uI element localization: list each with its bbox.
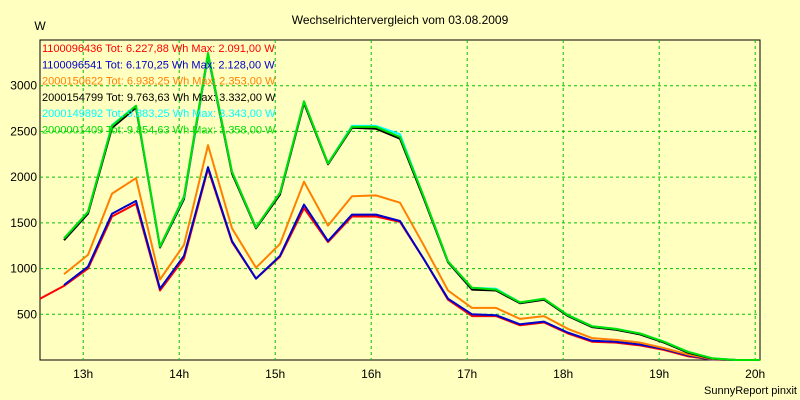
- tick-layer: 500 1000 1500 2000 2500 3000 13h 14h 15h 16h 17h 18…: [10, 79, 765, 381]
- x-tick-label: 19h: [649, 367, 669, 381]
- y-tick-label: 500: [17, 307, 37, 321]
- y-axis-label: W: [34, 19, 46, 33]
- series-line-1100096436: [39, 167, 760, 361]
- footer-credit: SunnyReport pinxit: [704, 385, 797, 397]
- series-line-2000001409: [63, 52, 760, 361]
- y-tick-label: 1500: [10, 216, 37, 230]
- grid-layer: [40, 40, 760, 360]
- x-tick-label: 18h: [553, 367, 573, 381]
- series-line-2000150622: [63, 144, 760, 361]
- x-tick-label: 13h: [73, 367, 93, 381]
- x-tick-label: 14h: [169, 367, 189, 381]
- series-line-1100096541: [63, 166, 760, 361]
- x-tick-label: 15h: [265, 367, 285, 381]
- x-tick-label: 20h: [745, 367, 765, 381]
- legend-entry-1100096541: 1100096541 Tot: 6.170,25 Wh Max: 2.128,0…: [42, 59, 275, 71]
- y-tick-label: 1000: [10, 262, 37, 276]
- series-layer: [39, 52, 760, 361]
- legend-entry-2000150622: 2000150622 Tot: 6.938,25 Wh Max: 2.353,0…: [42, 76, 276, 88]
- legend: 1100096436 Tot: 6.227,88 Wh Max: 2.091,0…: [42, 43, 276, 137]
- x-tick-label: 17h: [457, 367, 477, 381]
- y-tick-label: 3000: [10, 79, 37, 93]
- x-tick-label: 16h: [361, 367, 381, 381]
- y-tick-label: 2500: [10, 124, 37, 138]
- legend-entry-2000001409: 2000001409 Tot: 9.854,63 Wh Max: 3.358,0…: [42, 125, 276, 137]
- legend-entry-1100096436: 1100096436 Tot: 6.227,88 Wh Max: 2.091,0…: [42, 43, 275, 55]
- plot-area: [39, 39, 761, 361]
- y-tick-label: 2000: [10, 170, 37, 184]
- legend-entry-2000149892: 2000149892 Tot: 9.883,25 Wh Max: 3.343,0…: [42, 108, 276, 120]
- chart-title: Wechselrichtervergleich vom 03.08.2009: [292, 13, 509, 27]
- legend-entry-2000154799: 2000154799 Tot: 9.763,63 Wh Max: 3.332,0…: [42, 92, 276, 104]
